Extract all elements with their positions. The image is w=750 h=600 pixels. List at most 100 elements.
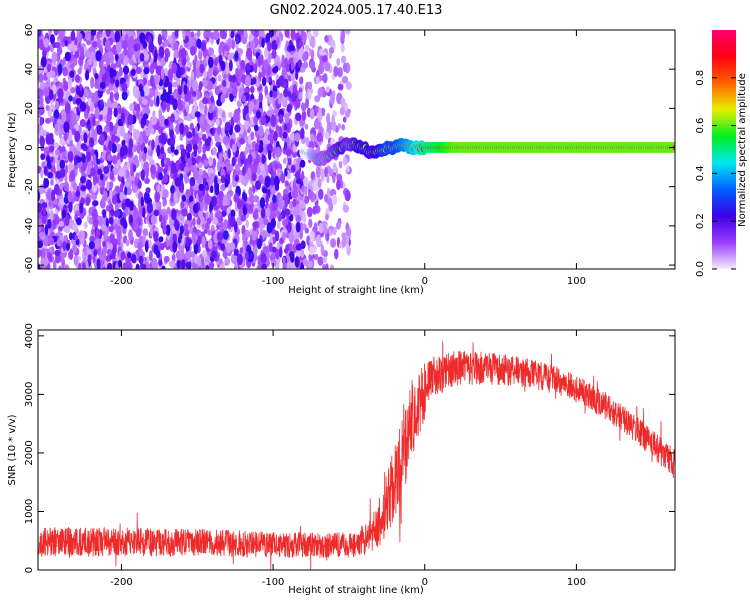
- spectrogram-cell: [283, 141, 288, 151]
- spectrogram-cell: [212, 147, 218, 156]
- spectrogram-cell: [69, 70, 75, 78]
- spectrogram-cell: [304, 123, 309, 130]
- spectrogram-cell: [92, 153, 97, 165]
- spectrogram-cell: [336, 179, 341, 191]
- spectrogram-track: [299, 137, 675, 167]
- spectrogram-cell: [38, 73, 44, 83]
- spectrogram-cell: [318, 62, 325, 75]
- spectrogram-cell: [231, 74, 237, 83]
- spectrogram-cell: [172, 233, 177, 243]
- spectrogram-cell: [325, 263, 329, 269]
- spectrogram-cell: [332, 227, 337, 236]
- spectrogram-cell: [241, 37, 248, 45]
- spectrogram-cell: [283, 124, 288, 131]
- spectrogram-cell: [158, 259, 163, 266]
- spectrogram-cell: [158, 236, 164, 243]
- spectrogram-cell: [196, 30, 201, 37]
- spectrogram-cell: [134, 105, 141, 112]
- spectrogram-cell: [128, 30, 134, 38]
- spectrogram-cell: [76, 141, 83, 152]
- spectrogram-cell: [220, 243, 226, 251]
- spectrogram-cell: [193, 99, 198, 112]
- spectrogram-cell: [278, 114, 284, 124]
- spectrogram-y-axis-label: Frequency (Hz): [7, 112, 18, 188]
- spectrogram-cell: [340, 55, 347, 64]
- spectrogram-cell: [324, 61, 331, 72]
- spectrogram-cell: [106, 65, 111, 72]
- spectrogram-cell: [63, 132, 68, 141]
- y-tick-label: 3000: [24, 382, 35, 407]
- y-tick-label: 20: [24, 102, 35, 115]
- spectrogram-cell: [68, 201, 73, 213]
- spectrogram-cell: [181, 47, 187, 60]
- spectrogram-cell: [88, 241, 95, 250]
- spectrogram-cell: [161, 265, 166, 269]
- spectrogram-cell: [317, 87, 324, 98]
- spectrogram-cell: [143, 67, 150, 75]
- spectrogram-cell: [45, 104, 50, 111]
- spectrogram-cell: [193, 203, 199, 214]
- spectrogram-cell: [135, 66, 142, 75]
- spectrogram-cell: [318, 188, 324, 200]
- spectrogram-cell: [217, 232, 224, 241]
- spectrogram-cell: [262, 187, 268, 194]
- spectrogram-cell: [70, 87, 76, 94]
- spectrogram-cell: [50, 156, 54, 163]
- spectrogram-cell: [189, 122, 194, 131]
- spectrogram-cell: [185, 262, 190, 269]
- spectrogram-cell: [240, 214, 246, 222]
- spectrogram-cell: [98, 114, 103, 121]
- spectrogram-cell: [261, 168, 267, 178]
- spectrogram-cell: [173, 149, 179, 156]
- spectrogram-cell: [313, 253, 319, 261]
- spectrogram-cell: [178, 86, 183, 96]
- spectrogram-cell: [141, 98, 148, 106]
- spectrogram-cell: [226, 207, 231, 215]
- spectrogram-cell: [38, 218, 42, 230]
- spectrogram-cell: [47, 218, 52, 230]
- spectrogram-cell: [278, 246, 283, 258]
- spectrogram-cell: [294, 99, 301, 109]
- spectrogram-cell: [274, 183, 280, 192]
- spectrogram-cell: [179, 122, 185, 135]
- spectrogram-cell: [93, 92, 97, 104]
- spectrogram-cell: [284, 30, 290, 38]
- spectrogram-cell: [125, 239, 130, 247]
- spectrogram-cell: [67, 151, 74, 163]
- spectrogram-cell: [42, 50, 47, 58]
- spectrogram-cell: [292, 180, 297, 191]
- spectrogram-cell: [137, 179, 142, 189]
- spectrogram-cell: [308, 81, 313, 90]
- spectrogram-cell: [53, 259, 57, 269]
- spectrogram-cell: [297, 59, 302, 68]
- spectrogram-cell: [229, 215, 236, 227]
- spectrogram-cell: [317, 178, 322, 189]
- spectrogram-cell: [318, 222, 324, 234]
- spectrogram-cell: [133, 209, 140, 220]
- spectrogram-cell: [73, 57, 78, 66]
- spectrogram-cell: [118, 66, 123, 77]
- spectrogram-cell: [251, 229, 258, 241]
- spectrogram-cell: [158, 214, 163, 223]
- spectrogram-cell: [128, 143, 133, 156]
- spectrogram-cell: [96, 31, 100, 40]
- spectrogram-cell: [271, 48, 277, 59]
- spectrogram-cell: [127, 251, 132, 259]
- spectrogram-cell: [309, 37, 316, 48]
- spectrogram-cell: [293, 132, 301, 142]
- spectrogram-cell: [81, 185, 86, 192]
- spectrogram-cell: [113, 209, 120, 218]
- spectrogram-cell: [265, 193, 270, 204]
- spectrogram-cell: [299, 76, 304, 85]
- spectrogram-cell: [325, 85, 330, 93]
- spectrogram-cell: [123, 132, 129, 143]
- spectrogram-cell: [341, 124, 346, 131]
- spectrogram-cell: [45, 117, 51, 124]
- spectrogram-cells: [38, 30, 352, 269]
- spectrogram-cell: [306, 31, 312, 40]
- spectrogram-cell: [207, 229, 213, 236]
- spectrogram-cell: [73, 45, 78, 52]
- spectrogram-cell: [208, 106, 214, 114]
- spectrogram-cell: [270, 259, 277, 267]
- spectrogram-cell: [259, 197, 266, 209]
